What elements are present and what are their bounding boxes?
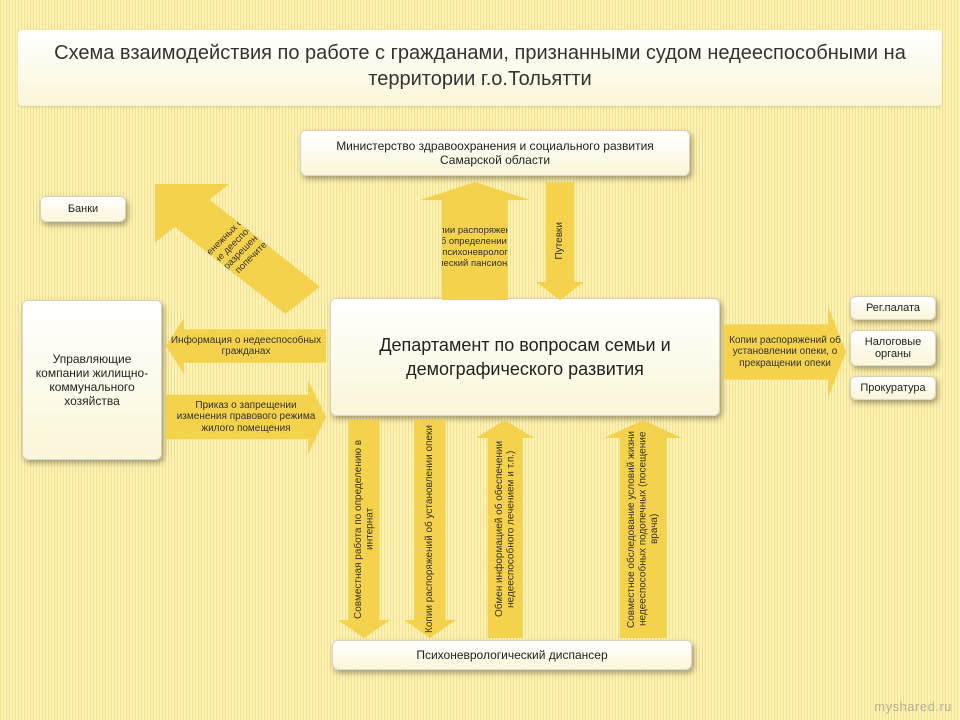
arrow-copies-pansionat: Копии распоряжений об определении в псих…	[420, 182, 530, 300]
arrow-copies-pansionat-label: Копии распоряжений об определении в псих…	[424, 212, 526, 270]
node-banks: Банки	[40, 196, 126, 222]
arrow-joint-survey-label: Совместное обследование условий жизни не…	[626, 424, 661, 634]
node-dispensary: Психоневрологический диспансер	[332, 640, 692, 670]
arrow-joint-internat: Совместная работа по определению в интер…	[338, 420, 390, 638]
arrow-copies-opeka-label: Копии распоряжений об установлении опеки…	[728, 335, 842, 370]
arrow-order-prohibit: Приказ о запрещении изменения правового …	[166, 380, 326, 454]
node-reg-palata: Рег.палата	[850, 296, 936, 320]
arrow-exchange-info: Обмен информацией об обеспечении недеесп…	[476, 420, 534, 638]
arrow-order-prohibit-label: Приказ о запрещении изменения правового …	[170, 400, 322, 435]
arrow-joint-survey: Совместное обследование условий жизни не…	[604, 420, 682, 638]
arrow-copies-establish-label: Копии распоряжений об установлении опеки	[424, 425, 436, 633]
arrow-info-incap: Информация о недееспособных гражданах	[166, 318, 326, 374]
page-title: Схема взаимодействия по работе с граждан…	[18, 30, 942, 106]
arrow-copies-opeka: Копии распоряжений об установлении опеки…	[724, 306, 846, 398]
arrow-withdraw: Снятие денежных средств со счета не деес…	[155, 184, 320, 314]
arrow-copies-establish: Копии распоряжений об установлении опеки	[404, 420, 456, 638]
arrow-withdraw-label: Снятие денежных средств со счета не деес…	[173, 184, 303, 314]
node-prosecutor: Прокуратура	[850, 376, 936, 400]
node-department: Департамент по вопросам семьи и демограф…	[330, 298, 720, 416]
arrow-vouchers: Путевки	[536, 182, 584, 300]
watermark: myshared.ru	[874, 699, 952, 714]
arrow-joint-internat-label: Совместная работа по определению в интер…	[353, 424, 376, 634]
arrow-info-incap-label: Информация о недееспособных гражданах	[170, 335, 322, 358]
arrow-vouchers-label: Путевки	[554, 222, 566, 260]
node-ministry: Министерство здравоохранения и социально…	[300, 130, 690, 176]
node-management-companies: Управляющие компании жилищно-коммунально…	[22, 300, 162, 460]
node-tax: Налоговые органы	[850, 330, 936, 366]
arrow-exchange-info-label: Обмен информацией об обеспечении недеесп…	[494, 424, 517, 634]
